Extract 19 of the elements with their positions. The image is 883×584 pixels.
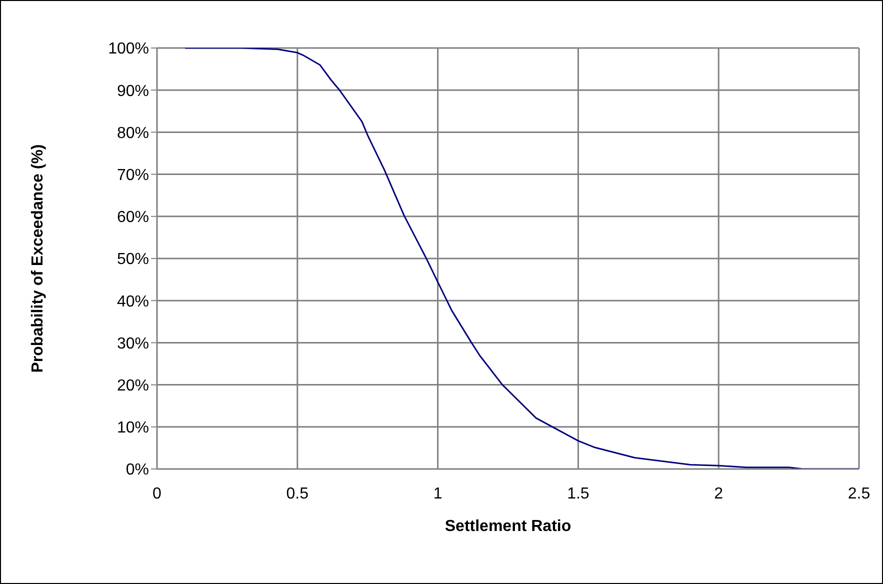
y-tick-label: 0% bbox=[126, 462, 149, 479]
y-axis-title: Probability of Exceedance (%) bbox=[30, 144, 47, 373]
y-tick-label: 70% bbox=[116, 166, 149, 184]
y-tick-label: 60% bbox=[116, 209, 149, 226]
y-tick-label: 90% bbox=[116, 82, 149, 100]
x-tick-label: 2.5 bbox=[848, 485, 870, 502]
x-axis-title: Settlement Ratio bbox=[444, 518, 572, 535]
y-tick-label: 50% bbox=[116, 251, 149, 268]
y-tick-label: 10% bbox=[116, 420, 149, 437]
x-tick-label: 2 bbox=[714, 485, 724, 502]
x-tick-label: 1.5 bbox=[567, 485, 590, 502]
y-tick-label: 100% bbox=[108, 40, 149, 58]
y-tick-label: 40% bbox=[116, 293, 149, 310]
x-tick-label: 0.5 bbox=[286, 485, 309, 502]
x-tick-label: 0 bbox=[152, 485, 162, 502]
x-tick-label: 1 bbox=[433, 485, 442, 502]
y-tick-label: 30% bbox=[116, 335, 149, 352]
y-tick-label: 80% bbox=[116, 124, 149, 142]
y-tick-label: 20% bbox=[116, 377, 149, 394]
